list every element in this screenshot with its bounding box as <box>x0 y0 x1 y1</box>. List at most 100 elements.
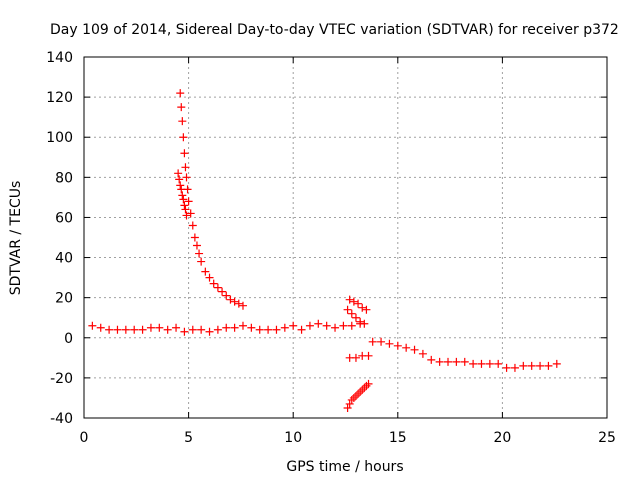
data-point <box>354 299 363 308</box>
tick-layer: -40 -20 0 20 40 60 80 100 120 140 0 5 10 15 20 25 <box>46 50 616 446</box>
data-point <box>536 361 545 370</box>
data-point <box>385 339 394 348</box>
data-point <box>347 395 356 404</box>
x-tick-label: 10 <box>284 430 302 446</box>
data-point <box>356 387 365 396</box>
data-point <box>197 257 206 266</box>
data-point <box>418 349 427 358</box>
grid-layer <box>84 57 607 418</box>
series-dip <box>343 379 373 412</box>
data-point <box>351 391 360 400</box>
data-point <box>364 379 373 388</box>
data-point <box>444 357 453 366</box>
data-point <box>272 325 281 334</box>
data-point <box>345 399 354 408</box>
data-point <box>175 175 184 184</box>
data-point <box>105 325 114 334</box>
data-point <box>163 325 172 334</box>
chart-title: Day 109 of 2014, Sidereal Day-to-day VTE… <box>50 22 619 38</box>
data-point <box>427 355 436 364</box>
data-point <box>181 205 190 214</box>
data-point <box>510 363 519 372</box>
y-tick-label: -20 <box>50 371 73 387</box>
data-point <box>358 385 367 394</box>
data-point <box>255 325 264 334</box>
data-point <box>190 233 199 242</box>
data-point <box>179 133 188 142</box>
data-point <box>362 305 371 314</box>
series-layer <box>88 89 561 412</box>
data-point <box>184 197 193 206</box>
data-point <box>205 327 214 336</box>
data-point <box>519 361 528 370</box>
data-point <box>247 323 256 332</box>
data-point <box>177 185 186 194</box>
data-point <box>172 323 181 332</box>
data-point <box>234 299 243 308</box>
data-point <box>289 321 298 330</box>
data-point <box>343 305 352 314</box>
x-tick-label: 20 <box>493 430 511 446</box>
data-point <box>155 323 164 332</box>
data-point <box>226 295 235 304</box>
data-point <box>222 291 231 300</box>
data-point <box>96 323 105 332</box>
data-point <box>502 363 511 372</box>
data-point <box>351 353 360 362</box>
data-point <box>180 201 189 210</box>
data-point <box>88 321 97 330</box>
data-point <box>314 319 323 328</box>
plot-frame <box>83 56 608 419</box>
data-point <box>201 267 210 276</box>
series-baseline <box>88 319 365 336</box>
data-point <box>527 361 536 370</box>
y-tick-label: 40 <box>55 251 73 267</box>
data-point <box>113 325 122 334</box>
data-point <box>180 149 189 158</box>
data-point <box>176 89 185 98</box>
data-point <box>180 327 189 336</box>
data-point <box>197 325 206 334</box>
series-decay-low <box>174 169 191 220</box>
data-point <box>345 295 354 304</box>
data-point <box>174 169 183 178</box>
data-point <box>360 319 369 328</box>
data-point <box>176 181 185 190</box>
data-point <box>186 209 195 218</box>
data-point <box>222 323 231 332</box>
y-tick-label: 120 <box>46 90 73 106</box>
x-tick-label: 25 <box>598 430 616 446</box>
data-point <box>188 221 197 230</box>
data-point <box>347 309 356 318</box>
data-point <box>494 359 503 368</box>
data-point <box>347 321 356 330</box>
data-point <box>452 357 461 366</box>
data-point <box>354 389 363 398</box>
data-point <box>130 325 139 334</box>
data-point <box>485 359 494 368</box>
y-axis-label: SDTVAR / TECUs <box>8 181 24 296</box>
x-tick-label: 0 <box>80 430 89 446</box>
data-point <box>205 273 214 282</box>
y-tick-label: 0 <box>64 331 73 347</box>
data-point <box>349 297 358 306</box>
data-point <box>435 357 444 366</box>
data-point <box>343 403 352 412</box>
data-point <box>351 313 360 322</box>
data-point <box>121 325 130 334</box>
data-point <box>339 321 348 330</box>
data-point <box>356 317 365 326</box>
data-point <box>297 325 306 334</box>
data-point <box>179 195 188 204</box>
data-point <box>264 325 273 334</box>
data-point <box>460 357 469 366</box>
x-tick-label: 15 <box>389 430 407 446</box>
y-tick-label: 100 <box>46 130 73 146</box>
data-point <box>230 297 239 306</box>
y-tick-label: 20 <box>55 291 73 307</box>
data-point <box>402 343 411 352</box>
series-segment-upper <box>345 295 371 314</box>
series-segment-mid <box>343 305 369 328</box>
